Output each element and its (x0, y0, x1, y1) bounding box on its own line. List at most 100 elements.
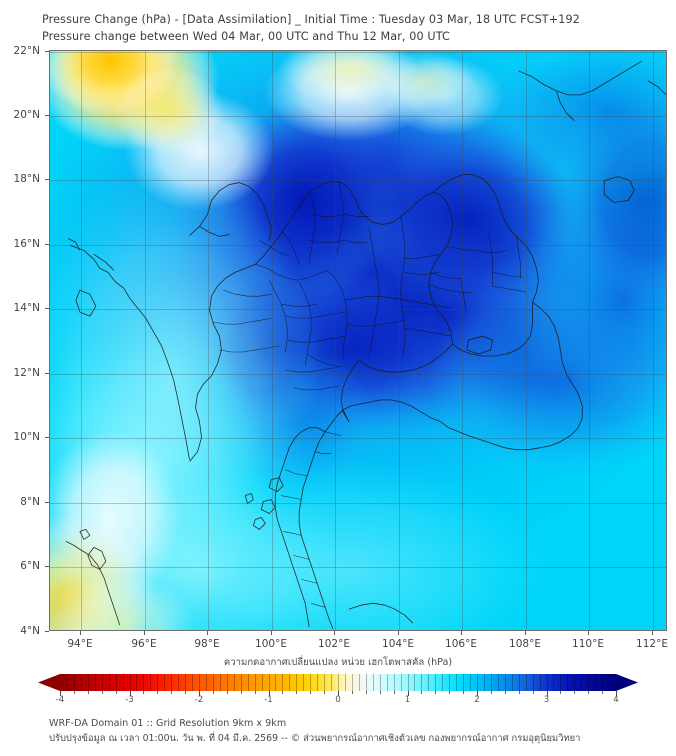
gridline-lat (50, 438, 666, 439)
x-tick (80, 631, 81, 635)
colorbar-segment-divider (504, 674, 506, 691)
y-axis-label: 4°N (20, 625, 40, 637)
gridline-lon (526, 51, 527, 630)
model-info-line: WRF-DA Domain 01 :: Grid Resolution 9km … (49, 718, 287, 729)
x-axis-label: 100°E (255, 638, 287, 650)
y-axis-label: 14°N (13, 302, 40, 314)
colorbar-minor-tick (588, 691, 590, 694)
x-axis-label: 94°E (67, 638, 93, 650)
colorbar-segment-divider (80, 674, 82, 691)
colorbar-major-tick (477, 691, 478, 696)
colorbar-minor-tick (574, 691, 576, 694)
colorbar-segment-divider (296, 674, 298, 691)
gridline-lon (399, 51, 400, 630)
x-axis-label: 96°E (131, 638, 157, 650)
colorbar-segment-divider (254, 674, 256, 691)
attribution-line: ปรับปรุงข้อมูล ณ เวลา 01:00น. วัน พ. ที่… (49, 733, 581, 744)
x-axis-label: 102°E (318, 638, 350, 650)
colorbar-segment-divider (435, 674, 437, 691)
gridline-lat (50, 503, 666, 504)
colorbar-segment-divider (546, 674, 548, 691)
x-axis-label: 108°E (509, 638, 541, 650)
y-axis-label: 6°N (20, 560, 40, 572)
colorbar-minor-tick (532, 691, 534, 694)
colorbar-segment-divider (157, 674, 159, 691)
colorbar-segment-divider (553, 674, 555, 691)
colorbar-segment-divider (240, 674, 242, 691)
x-tick (271, 631, 272, 635)
colorbar-segment-divider (219, 674, 221, 691)
colorbar-major-tick (268, 691, 270, 696)
colorbar-minor-tick (463, 691, 465, 694)
colorbar-segment-divider (477, 674, 478, 691)
colorbar-segment-divider (414, 674, 416, 691)
colorbar-segment-divider (282, 674, 284, 691)
colorbar-segment-divider (372, 674, 374, 691)
colorbar-segment-divider (212, 674, 214, 691)
colorbar-minor-tick (73, 691, 75, 694)
colorbar-segment-divider (407, 674, 409, 691)
colorbar-segment-divider (567, 674, 569, 691)
colorbar-segment-divider (317, 674, 319, 691)
colorbar-segment-divider (275, 674, 277, 691)
colorbar-major-tick (60, 691, 61, 696)
colorbar-tick-label: 3 (543, 695, 550, 705)
colorbar-segment-divider (518, 674, 520, 691)
colorbar-segment-divider (178, 674, 180, 691)
colorbar-segment-divider (129, 674, 131, 691)
gridline-lon (208, 51, 209, 630)
colorbar-segment-divider (233, 674, 235, 691)
colorbar-tick-label: -3 (125, 695, 134, 705)
colorbar-segment-divider (532, 674, 534, 691)
colorbar-segment-divider (442, 674, 444, 691)
x-tick (652, 631, 653, 635)
colorbar-segment-divider (164, 674, 166, 691)
colorbar-segment-divider (331, 674, 333, 691)
colorbar-underflow-arrow (38, 674, 60, 691)
gridline-lat (50, 116, 666, 117)
x-tick (588, 631, 589, 635)
gridline-lon (272, 51, 273, 630)
y-tick (45, 115, 49, 116)
colorbar-major-tick (407, 691, 409, 696)
colorbar-tick-layer: -4 -3 -2 -1 0 1 2 3 4 (56, 674, 619, 705)
colorbar-segment-divider (94, 674, 96, 691)
gridline-lon (145, 51, 146, 630)
colorbar-segment-divider (303, 674, 305, 691)
y-tick (45, 437, 49, 438)
colorbar-tick-label: 2 (474, 695, 480, 705)
gridline-lon (335, 51, 336, 630)
gridline-lat (50, 567, 666, 568)
pressure-change-field (50, 51, 666, 630)
gridline-lat (50, 374, 666, 375)
colorbar-segment-divider (115, 674, 117, 691)
colorbar-minor-tick (365, 691, 367, 694)
colorbar-minor-tick (560, 691, 562, 694)
y-tick (45, 51, 49, 52)
colorbar-segment-divider (324, 674, 326, 691)
colorbar-segment-divider (379, 674, 381, 691)
colorbar-segment-divider (421, 674, 423, 691)
colorbar-segment-divider (539, 674, 541, 691)
colorbar-segment-divider (101, 674, 103, 691)
colorbar-minor-tick (421, 691, 423, 694)
x-axis-label: 104°E (382, 638, 414, 650)
x-tick (461, 631, 462, 635)
gridline-lat (50, 245, 666, 246)
colorbar-segment-divider (205, 674, 207, 691)
colorbar-minor-tick (282, 691, 284, 694)
footer-block: WRF-DA Domain 01 :: Grid Resolution 9km … (49, 716, 669, 746)
colorbar-segment-divider (268, 674, 270, 691)
colorbar-segment-divider (261, 674, 263, 691)
colorbar-segment-divider (470, 674, 472, 691)
colorbar-segment-divider (574, 674, 576, 691)
x-tick (144, 631, 145, 635)
y-tick (45, 631, 49, 632)
colorbar-segment-divider (185, 674, 187, 691)
colorbar-segment-divider (358, 674, 360, 691)
gridline-lon (589, 51, 590, 630)
plot-frame (49, 50, 667, 631)
x-axis-label: 98°E (194, 638, 220, 650)
colorbar-segment-divider (351, 674, 353, 691)
y-tick (45, 244, 49, 245)
